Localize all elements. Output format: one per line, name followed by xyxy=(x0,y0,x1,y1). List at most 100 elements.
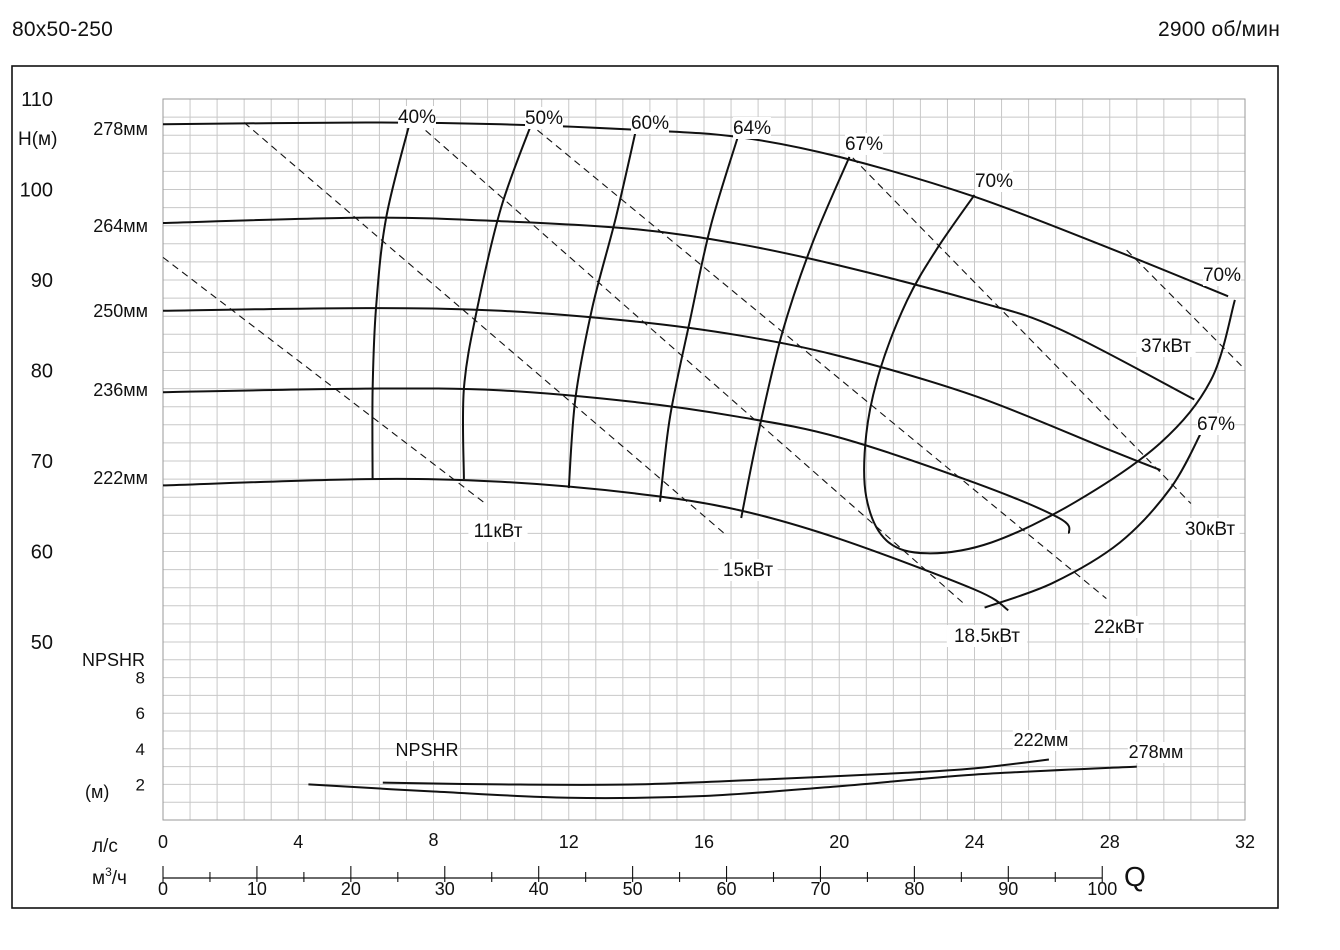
npsh-unit-label: (м) xyxy=(85,782,109,802)
m3h-tick-label: 100 xyxy=(1087,879,1117,899)
m3h-tick-label: 30 xyxy=(435,879,455,899)
efficiency-label: 67% xyxy=(1197,414,1235,435)
chart-labels: 278мм 264мм 250мм 236мм 222мм 40% 50% 60% 64% 67%… xyxy=(93,106,1241,763)
npsh-tick-label: 6 xyxy=(136,704,145,723)
ls-tick-label: 28 xyxy=(1100,832,1120,852)
head-tick-label: 50 xyxy=(31,632,53,654)
efficiency-label-bg xyxy=(975,170,1013,192)
efficiency-label-bg xyxy=(398,106,436,128)
m3h-tick-label: 20 xyxy=(341,879,361,899)
npshr-curve-label: NPSHR xyxy=(395,740,458,760)
ls-tick-label: 4 xyxy=(293,832,303,852)
efficiency-curve xyxy=(371,122,411,481)
ls-unit-label: л/с xyxy=(92,836,118,857)
m3h-tick-label: 60 xyxy=(717,879,737,899)
efficiency-curve xyxy=(740,156,851,519)
m3h-tick-label: 10 xyxy=(247,879,267,899)
power-label: 11кВт xyxy=(474,521,523,542)
npshr-impeller-label: 278мм xyxy=(1129,742,1184,762)
efficiency-label: 67% xyxy=(845,134,883,155)
head-tick-label: 80 xyxy=(31,361,53,383)
power-label: 18.5кВт xyxy=(954,626,1020,647)
head-curve xyxy=(162,387,1071,534)
m3h-unit-sup: 3 xyxy=(105,865,112,879)
head-tick-label: 90 xyxy=(31,270,53,292)
outer-frame xyxy=(11,65,1279,909)
impeller-label: 222мм xyxy=(93,468,148,488)
npsh-tick-label: 8 xyxy=(136,669,145,688)
power-label-bg xyxy=(1180,518,1240,540)
ls-tick-label: 32 xyxy=(1235,832,1255,852)
power-label: 22кВт xyxy=(1094,617,1144,638)
power-label-bg xyxy=(1136,335,1196,357)
m3h-tick-label: 40 xyxy=(529,879,549,899)
efficiency-label: 64% xyxy=(733,118,771,139)
power-line xyxy=(243,122,725,534)
efficiency-label-bg xyxy=(733,117,771,139)
npshr-impeller-label-bg xyxy=(1012,730,1070,751)
power-label-bg xyxy=(946,625,1028,647)
m3h-tick-label: 70 xyxy=(810,879,830,899)
impeller-label-bg xyxy=(94,468,151,489)
impeller-label: 278мм xyxy=(93,119,148,139)
m3h-unit-suffix: /ч xyxy=(112,868,127,889)
ls-tick-label: 8 xyxy=(428,830,438,850)
efficiency-curve xyxy=(984,432,1202,609)
power-line xyxy=(852,157,1192,504)
ls-tick-label: 20 xyxy=(829,832,849,852)
ls-tick-label: 12 xyxy=(559,832,579,852)
chart-grid xyxy=(162,98,1246,821)
npshr-impeller-label: 222мм xyxy=(1014,730,1069,750)
q-axis-symbol: Q xyxy=(1124,861,1146,892)
pump-speed-label: 2900 об/мин xyxy=(1157,18,1280,41)
efficiency-label: 70% xyxy=(1203,265,1241,286)
m3h-tick-label: 80 xyxy=(904,879,924,899)
impeller-label-bg xyxy=(94,216,151,237)
npshr-impeller-label-bg xyxy=(1127,742,1185,763)
chart-curves xyxy=(162,121,1243,800)
npsh-tick-label: 2 xyxy=(136,775,145,794)
efficiency-label: 40% xyxy=(398,107,436,128)
head-tick-label: 70 xyxy=(31,451,53,473)
efficiency-label: 60% xyxy=(631,113,669,134)
m3h-tick-label: 90 xyxy=(998,879,1018,899)
head-axis-label: H(м) xyxy=(18,129,57,150)
impeller-label: 236мм xyxy=(93,380,148,400)
efficiency-curve xyxy=(567,127,638,489)
impeller-label-bg xyxy=(94,380,151,401)
efficiency-label-bg xyxy=(845,133,883,155)
npshr-curve xyxy=(308,765,1137,800)
head-tick-label: 110 xyxy=(21,89,53,111)
efficiency-curve xyxy=(863,194,1236,555)
ls-tick-label: 24 xyxy=(964,832,984,852)
impeller-label: 264мм xyxy=(93,216,148,236)
efficiency-curve xyxy=(659,136,739,502)
impeller-label: 250мм xyxy=(93,301,148,321)
m3h-tick-label: 0 xyxy=(158,879,168,899)
efficiency-curve xyxy=(461,123,533,480)
npsh-tick-label: 4 xyxy=(136,740,145,759)
ls-tick-label: 0 xyxy=(158,832,168,852)
efficiency-label-bg xyxy=(1197,413,1235,435)
npsh-axis-label: NPSHR xyxy=(82,650,145,670)
m3h-unit-label: м3/ч xyxy=(92,865,127,889)
impeller-label-bg xyxy=(94,301,151,322)
power-label: 37кВт xyxy=(1141,336,1191,357)
plot-area-border xyxy=(162,98,1246,821)
head-tick-label: 100 xyxy=(20,180,53,202)
power-label-bg xyxy=(1089,616,1149,638)
efficiency-label-bg xyxy=(525,107,563,129)
efficiency-label-bg xyxy=(631,112,669,134)
npshr-curve-label-bg xyxy=(398,740,456,761)
m3h-tick-label: 50 xyxy=(623,879,643,899)
power-label: 15кВт xyxy=(723,560,773,581)
efficiency-label-bg xyxy=(1203,264,1241,286)
head-curve xyxy=(162,477,1009,612)
power-label-bg xyxy=(718,559,778,581)
impeller-label-bg xyxy=(94,119,151,140)
power-line xyxy=(416,122,965,605)
pump-model-title: 80x50-250 xyxy=(12,18,114,41)
efficiency-label: 70% xyxy=(975,171,1013,192)
